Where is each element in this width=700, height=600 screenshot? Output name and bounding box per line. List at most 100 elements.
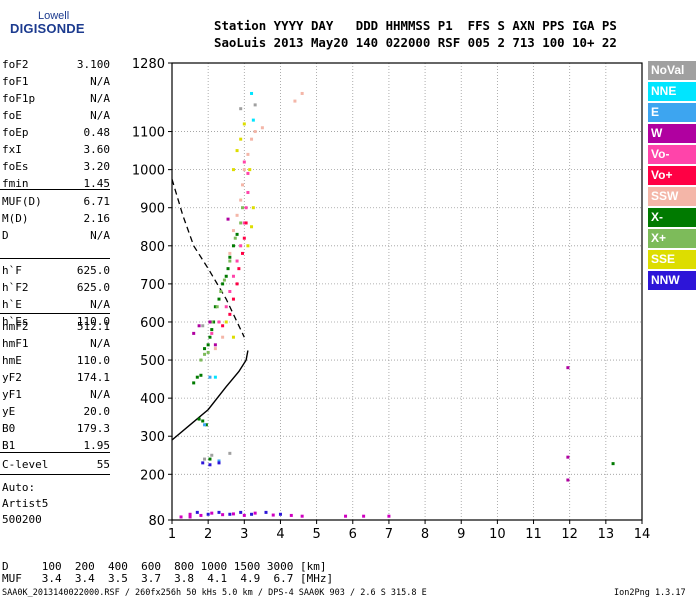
echo-point [188, 515, 192, 519]
header-line-1: Station YYYY DAY DDD HHMMSS P1 FFS S AXN… [214, 18, 617, 33]
param-label: hmE [2, 354, 22, 367]
param-fof1: foF1 N/A [2, 73, 110, 90]
legend-item-e: E [648, 103, 696, 122]
x-tick-label: 3 [240, 527, 248, 542]
echo-point [250, 137, 254, 141]
param-label: yF2 [2, 371, 22, 384]
param-label: foEs [2, 160, 29, 173]
param-muf-d-: MUF(D) 6.71 [2, 193, 110, 210]
x-tick-label: 2 [204, 527, 212, 542]
echo-point [300, 514, 304, 518]
param-label: foF1 [2, 75, 29, 88]
echo-point [179, 515, 183, 519]
param-foe: foE N/A [2, 107, 110, 124]
param-fof1p: foF1p N/A [2, 90, 110, 107]
echo-point [231, 297, 235, 301]
param-h-f: h`F 625.0 [2, 262, 110, 279]
x-tick-label: 8 [421, 527, 429, 542]
echo-point [224, 305, 228, 309]
echo-point [199, 358, 203, 362]
echo-point [231, 168, 235, 172]
echo-point [203, 352, 207, 356]
echo-point [206, 343, 210, 347]
param-b0: B0 179.3 [2, 420, 110, 437]
echo-point [242, 122, 246, 126]
param-value: N/A [90, 388, 110, 401]
legend-item-x-: X+ [648, 229, 696, 248]
profile-curves [171, 179, 249, 441]
echo-point [239, 510, 243, 514]
param-value: 625.0 [76, 264, 110, 277]
echo-point [217, 297, 221, 301]
echo-point [228, 312, 232, 316]
param-c-level: C-level 55 [2, 456, 110, 473]
param-fof2: foF2 3.100 [2, 56, 110, 73]
echo-point [208, 463, 212, 467]
echo-point [206, 350, 210, 354]
echo-point [228, 290, 232, 293]
header-line-2: SaoLuis 2013 May20 140 022000 RSF 005 2 … [214, 35, 617, 50]
param-h-es: h`Es 110.0 [2, 313, 110, 330]
echo-point [203, 457, 207, 461]
echo-point [228, 251, 232, 255]
echo-point [217, 510, 221, 514]
echo-point [566, 455, 570, 459]
echo-point [293, 99, 297, 103]
param-m-d-: M(D) 2.16 [2, 210, 110, 227]
echo-point [239, 221, 243, 225]
x-tick-label: 7 [385, 527, 393, 542]
y-tick-label: 1280 [132, 57, 165, 72]
auto-info-line3: 500200 [2, 513, 42, 526]
legend-item-noval: NoVal [648, 61, 696, 80]
param-label: foEp [2, 126, 29, 139]
echo-point [228, 451, 232, 455]
param-foep: foEp 0.48 [2, 124, 110, 141]
echo-point [204, 423, 208, 427]
echo-point [253, 511, 257, 515]
chart-axes: 1 2 3 4 5 6 7 8 9 10 11 12 13 14802003004005006007008… [132, 57, 650, 542]
y-tick-label: 1100 [132, 126, 165, 141]
footer-version: Ion2Png 1.3.17 [614, 588, 686, 598]
echo-point [248, 168, 252, 172]
echo-point [250, 225, 254, 229]
echo-point [233, 236, 237, 240]
echo-point [231, 274, 235, 278]
echo-point [242, 221, 246, 225]
param-value: 3.60 [83, 143, 111, 156]
param-value: N/A [90, 109, 110, 122]
y-tick-label: 1000 [132, 164, 165, 179]
echo-point [226, 267, 230, 271]
echo-point [250, 91, 254, 95]
echo-point [235, 282, 239, 286]
auto-info-line1: Auto: [2, 481, 36, 494]
echo-point [566, 478, 570, 482]
echo-point [362, 514, 366, 518]
legend-item-x-: X- [648, 208, 696, 227]
x-tick-label: 10 [489, 527, 506, 542]
y-tick-label: 500 [140, 354, 165, 369]
echo-point [228, 512, 232, 516]
param-label: B0 [2, 422, 16, 435]
echo-point [611, 462, 615, 466]
echo-point [228, 259, 232, 263]
echo-point [217, 459, 221, 463]
x-tick-label: 4 [276, 527, 284, 542]
param-value: 1.95 [83, 439, 111, 452]
echo-point [221, 282, 225, 286]
param-yf1: yF1 N/A [2, 386, 110, 403]
param-value: 2.16 [83, 212, 111, 225]
echo-point [228, 255, 232, 259]
echo-point [192, 381, 196, 385]
echo-point [244, 206, 248, 210]
echo-point [192, 331, 196, 335]
legend-item-nnw: NNW [648, 271, 696, 290]
echo-point [344, 514, 348, 518]
echo-point [251, 118, 255, 122]
echo-point [213, 347, 217, 351]
echo-point [221, 324, 225, 328]
echo-point [250, 512, 254, 516]
echo-point [224, 274, 228, 278]
profile-curve-solid [171, 350, 249, 441]
echo-point [188, 512, 192, 516]
